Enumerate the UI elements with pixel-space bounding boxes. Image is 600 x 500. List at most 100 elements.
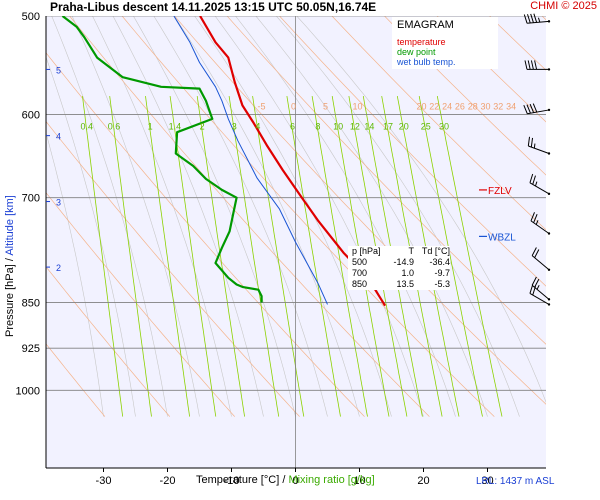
- dry-adiabat: [46, 120, 300, 417]
- moist-adiabat: [255, 16, 488, 417]
- legend-temperature: temperature: [397, 37, 446, 47]
- mixing-ratio-line: [228, 96, 280, 417]
- pressure-tick-label: 850: [22, 298, 40, 310]
- isotherm-label: 22: [429, 101, 439, 111]
- legend: EMAGRAM temperature dew point wet bulb t…: [392, 17, 498, 69]
- mixing-ratio-label: 20: [399, 121, 409, 131]
- table-header-pressure: p [hPa]: [352, 246, 381, 256]
- parameter-table: p [hPa] T Td [°C] 500 -14.9 -36.4 700 1.…: [348, 246, 450, 290]
- x-axis-title: Temperature [°C] / Mixing ratio [g/kg]: [196, 474, 375, 486]
- dry-adiabat: [571, 0, 600, 417]
- dry-adiabat: [279, 16, 546, 287]
- lrl-label: LRL: 1437 m ASL: [476, 476, 555, 487]
- mixing-ratio-line: [196, 96, 245, 417]
- mixing-ratio-label: 25: [421, 121, 431, 131]
- sounding-lines: [61, 16, 387, 307]
- series-temperature-line: [199, 16, 387, 307]
- legend-dew-point: dew point: [397, 47, 436, 57]
- moist-adiabat: [46, 131, 104, 417]
- x-tick-label: -20: [160, 475, 176, 487]
- moist-adiabat: [92, 16, 232, 417]
- altitude-tick-label: 2: [56, 263, 61, 273]
- mixing-ratio-line: [418, 96, 483, 417]
- table-row: 500 -14.9 -36.4: [348, 257, 450, 268]
- mixing-ratio-line: [82, 96, 124, 417]
- table-header-dewpoint: Td [°C]: [421, 246, 450, 256]
- table-row: 700 1.0 -9.7: [348, 268, 450, 279]
- mixing-ratio-label: 0.6: [108, 121, 121, 131]
- table-cell-temperature: 13.5: [396, 279, 414, 289]
- mixing-ratio-line: [436, 96, 503, 417]
- fzlv-label: FZLV: [488, 186, 512, 197]
- isotherm-label: 34: [506, 101, 516, 111]
- x-axis-title-temperature: Temperature [°C]: [196, 474, 280, 486]
- wind-barb: [531, 276, 551, 301]
- dry-adiabat: [46, 343, 106, 417]
- isotherm-label: 20: [416, 101, 426, 111]
- mixing-ratio-line: [145, 96, 190, 417]
- mixing-ratio-line: [311, 96, 368, 417]
- mixing-ratio-label: 17: [383, 121, 393, 131]
- x-tick-label: -10: [224, 475, 240, 487]
- moist-adiabat: [46, 56, 136, 417]
- isotherm-label: 24: [442, 101, 452, 111]
- x-tick-label: -30: [96, 475, 112, 487]
- table-cell-pressure: 700: [352, 268, 368, 278]
- y-axis-title-altitude: Altitude [km]: [4, 195, 16, 256]
- table-cell-dewpoint: -36.4: [429, 257, 450, 267]
- table-header-row: p [hPa] T Td [°C]: [348, 246, 450, 257]
- mixing-ratio-label: 10: [333, 121, 343, 131]
- pressure-tick-label: 700: [22, 193, 40, 205]
- dry-adiabat: [46, 192, 235, 417]
- wind-barb: [523, 13, 551, 24]
- isotherm-label: 10: [352, 101, 362, 111]
- x-tick-label: 20: [417, 475, 429, 487]
- table-row: 850 13.5 -5.3: [348, 279, 450, 290]
- legend-wet-bulb: wet bulb temp.: [397, 57, 456, 67]
- table-cell-dewpoint: -5.3: [434, 279, 450, 289]
- wind-barb: [531, 247, 551, 272]
- pressure-tick-label: 1000: [16, 385, 40, 397]
- wind-barb: [527, 136, 551, 155]
- mixing-ratio-label: 8: [315, 121, 320, 131]
- x-tick-label: 0: [292, 475, 298, 487]
- table-header-temperature: T: [408, 246, 415, 256]
- x-axis-title-separator: /: [282, 474, 286, 486]
- pressure-tick-label: 925: [22, 343, 40, 355]
- dry-adiabat: [46, 266, 171, 417]
- mixing-ratio-line: [109, 96, 152, 417]
- y-axis-title-separator: /: [4, 258, 16, 262]
- grid-lines: [46, 0, 600, 468]
- mixing-ratio-line: [169, 96, 217, 417]
- dry-adiabat: [69, 16, 430, 417]
- legend-title: EMAGRAM: [397, 19, 454, 31]
- chart-header: Praha-Libus descent 14.11.2025 13:15 UTC…: [50, 0, 377, 14]
- moist-adiabat: [112, 16, 264, 417]
- mixing-ratio-label: 12: [350, 121, 360, 131]
- x-axis-title-mixing-ratio: Mixing ratio [g/kg]: [288, 474, 375, 486]
- pressure-tick-label: 500: [22, 11, 40, 23]
- wbzl-label: WBZL: [488, 232, 516, 243]
- altitude-tick-label: 3: [56, 198, 61, 208]
- y-axis-title-pressure: Pressure [hPa]: [4, 264, 16, 337]
- x-tick-label: 10: [353, 475, 365, 487]
- moist-adiabat: [194, 16, 392, 417]
- isotherm-label: 32: [493, 101, 503, 111]
- moist-adiabat: [214, 16, 424, 417]
- table-cell-temperature: -14.9: [393, 257, 414, 267]
- dry-adiabat: [436, 16, 546, 123]
- mixing-ratio-label: 30: [439, 121, 449, 131]
- mixing-ratio-line: [252, 96, 305, 417]
- isotherm-label: 0: [291, 101, 296, 111]
- wind-barbs: [523, 13, 551, 306]
- altitude-tick-label: 5: [56, 65, 61, 75]
- dry-adiabat: [384, 16, 546, 176]
- table-cell-pressure: 850: [352, 279, 368, 289]
- copyright-link[interactable]: CHMI © 2025: [530, 0, 597, 12]
- mixing-ratio-label: 3: [232, 121, 237, 131]
- wind-barb: [523, 103, 551, 115]
- mixing-ratio-label: 14: [364, 121, 374, 131]
- moist-adiabat: [51, 16, 168, 417]
